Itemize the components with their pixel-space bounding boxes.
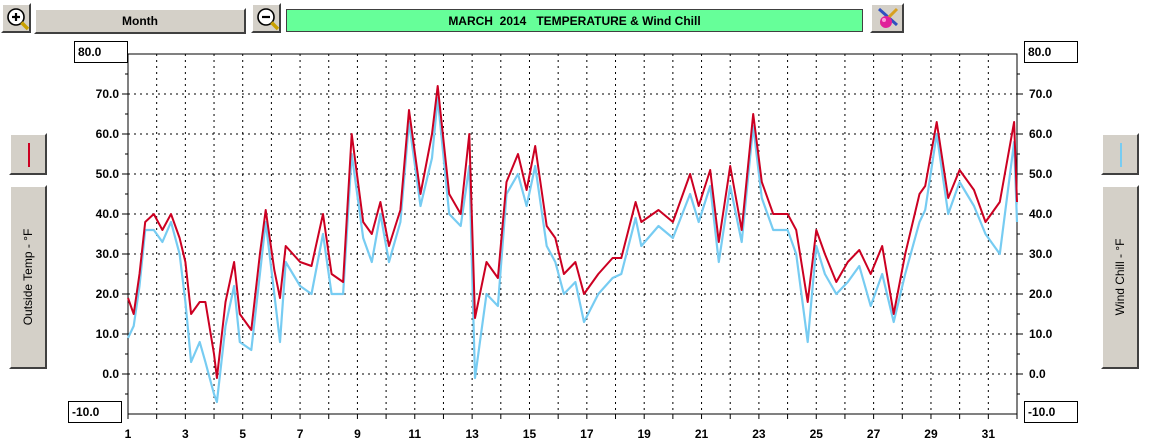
x-tick-label: 7 <box>297 427 304 441</box>
x-tick-label: 13 <box>465 427 479 441</box>
y-tick-label-left: 50.0 <box>96 167 120 181</box>
wind-chill-legend-line <box>1120 143 1122 167</box>
y-tick-label-right: 40.0 <box>1029 207 1053 221</box>
wind-chill-axis-button[interactable]: Wind Chill - °F <box>1101 185 1139 369</box>
y-tick-label-left: 20.0 <box>96 287 120 301</box>
y-tick-label-right: 60.0 <box>1029 127 1053 141</box>
x-tick-label: 17 <box>580 427 594 441</box>
y-tick-label-left: 30.0 <box>96 247 120 261</box>
x-tick-label: 31 <box>982 427 996 441</box>
x-tick-label: 11 <box>408 427 421 441</box>
period-selector-button[interactable]: Month <box>34 8 246 34</box>
x-tick-label: 29 <box>924 427 938 441</box>
wind-chill-series-line <box>127 96 1019 404</box>
x-tick-label: 21 <box>695 427 709 441</box>
paint-pencil-icon <box>878 7 899 28</box>
zoom-out-icon <box>257 8 280 31</box>
outside-temp-legend-button[interactable] <box>9 133 47 175</box>
y-tick-label-left: 0.0 <box>102 367 119 381</box>
outside-temp-axis-button[interactable]: Outside Temp - °F <box>9 185 47 369</box>
y-tick-label-right: 0.0 <box>1029 367 1046 381</box>
y-tick-label-right: 70.0 <box>1029 87 1053 101</box>
x-tick-label: 27 <box>867 427 881 441</box>
zoom-in-button[interactable] <box>1 3 31 33</box>
y-tick-label-right: 10.0 <box>1029 327 1053 341</box>
y-tick-label-right: 20.0 <box>1029 287 1053 301</box>
left-y-min-box[interactable]: -10.0 <box>68 401 122 423</box>
y-tick-label-right: 30.0 <box>1029 247 1053 261</box>
x-tick-label: 25 <box>810 427 824 441</box>
zoom-in-icon <box>7 8 30 31</box>
x-tick-label: 1 <box>125 427 132 441</box>
x-tick-label: 19 <box>638 427 652 441</box>
left-y-max-box[interactable]: 80.0 <box>74 41 128 63</box>
y-tick-label-left: 40.0 <box>96 207 120 221</box>
zoom-out-button[interactable] <box>251 3 281 33</box>
chart-settings-button[interactable] <box>870 3 904 33</box>
outside-temp-legend-line <box>28 143 30 167</box>
x-tick-label: 15 <box>523 427 537 441</box>
x-tick-label: 23 <box>752 427 766 441</box>
y-tick-label-left: 70.0 <box>96 87 120 101</box>
wind-chill-legend-button[interactable] <box>1101 133 1139 175</box>
y-tick-label-right: 50.0 <box>1029 167 1053 181</box>
y-tick-label-left: 10.0 <box>96 327 120 341</box>
right-y-max-box[interactable]: 80.0 <box>1024 41 1078 63</box>
x-tick-label: 3 <box>182 427 189 441</box>
y-tick-label-left: 60.0 <box>96 127 120 141</box>
chart-title: MARCH 2014 TEMPERATURE & Wind Chill <box>286 9 863 32</box>
x-tick-label: 9 <box>354 427 361 441</box>
plot-area <box>127 53 1018 415</box>
right-y-min-box[interactable]: -10.0 <box>1024 401 1078 423</box>
x-tick-label: 5 <box>239 427 246 441</box>
outside-temp-series-line <box>127 85 1018 379</box>
